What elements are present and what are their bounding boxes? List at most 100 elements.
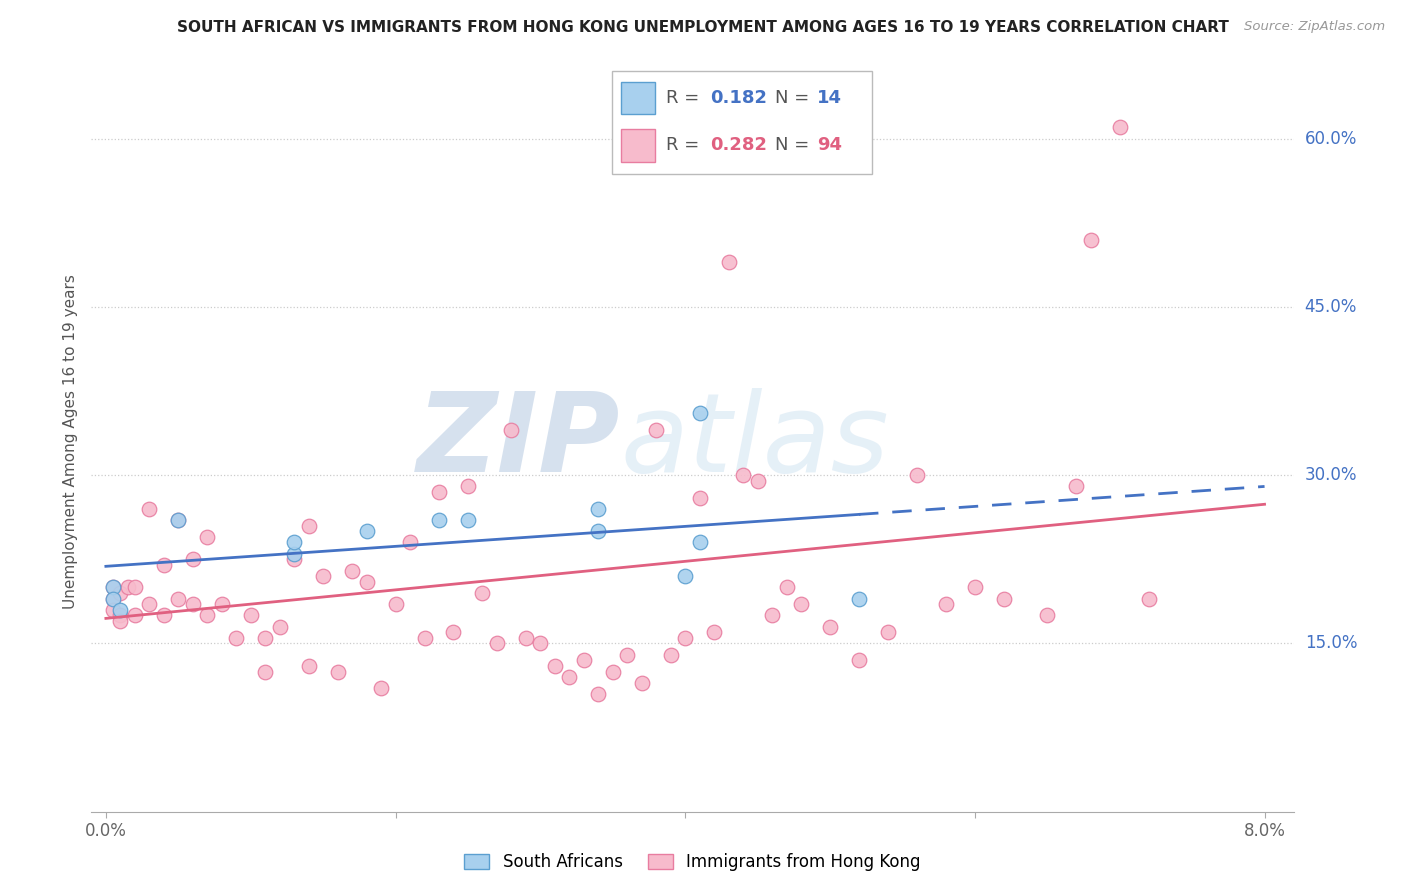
Point [558,670,581,684]
Point [645,423,668,437]
Text: 60.0%: 60.0% [1305,129,1357,148]
Point [167,513,190,527]
Point [181,597,204,611]
Point [485,636,508,650]
Point [427,485,450,500]
Y-axis label: Unemployment Among Ages 16 to 19 years: Unemployment Among Ages 16 to 19 years [63,274,79,609]
Point [457,479,479,493]
Point [195,530,218,544]
Point [471,586,494,600]
Point [1108,120,1130,135]
Point [673,569,696,583]
Point [356,524,378,539]
Point [790,597,813,611]
Point [905,468,928,483]
Point [457,513,479,527]
Point [269,619,291,633]
Point [110,614,132,628]
Point [1064,479,1087,493]
Point [529,636,551,650]
Point [848,591,870,606]
FancyBboxPatch shape [620,128,655,161]
Point [515,631,537,645]
Point [195,608,218,623]
Point [747,474,769,488]
Point [101,580,124,594]
Text: R =: R = [666,136,699,153]
Point [733,468,755,483]
Point [588,524,610,539]
Point [167,513,190,527]
Text: 15.0%: 15.0% [1305,634,1357,652]
Point [544,659,567,673]
Point [689,535,711,549]
Point [588,501,610,516]
Point [153,558,176,572]
Point [101,580,124,594]
Point [101,603,124,617]
Point [254,631,277,645]
Text: N =: N = [776,136,810,153]
Text: 0.182: 0.182 [710,88,768,106]
Point [370,681,392,696]
Point [1137,591,1160,606]
Text: N =: N = [776,88,810,106]
Point [239,608,262,623]
Point [1036,608,1059,623]
Point [659,648,682,662]
Point [963,580,986,594]
Text: atlas: atlas [620,388,889,495]
Point [717,255,740,269]
Point [298,518,321,533]
Point [443,625,465,640]
Text: 45.0%: 45.0% [1305,298,1357,316]
Point [283,535,305,549]
Point [689,491,711,505]
Point [167,591,190,606]
Point [877,625,900,640]
Point [501,423,523,437]
Legend: South Africans, Immigrants from Hong Kong: South Africans, Immigrants from Hong Kon… [458,847,927,878]
Point [101,591,124,606]
Point [761,608,783,623]
Point [572,653,595,667]
Text: 14: 14 [817,88,842,106]
Point [225,631,247,645]
Point [935,597,957,611]
Point [1080,233,1102,247]
Point [110,586,132,600]
Point [124,608,146,623]
FancyBboxPatch shape [612,71,872,174]
Point [254,665,277,679]
Point [110,603,132,617]
Point [689,407,711,421]
Point [117,580,139,594]
Point [138,501,160,516]
Point [818,619,841,633]
Point [298,659,321,673]
Point [326,665,349,679]
Point [110,608,132,623]
Point [427,513,450,527]
Point [138,597,160,611]
Point [775,580,797,594]
Point [602,665,624,679]
Text: 94: 94 [817,136,842,153]
Point [588,687,610,701]
Point [340,564,363,578]
Point [211,597,233,611]
Point [356,574,378,589]
Text: 30.0%: 30.0% [1305,467,1357,484]
Point [124,580,146,594]
Point [630,675,652,690]
Point [703,625,725,640]
Point [616,648,638,662]
Point [283,552,305,566]
Point [384,597,406,611]
FancyBboxPatch shape [620,82,655,114]
Point [312,569,335,583]
Point [413,631,436,645]
Text: Source: ZipAtlas.com: Source: ZipAtlas.com [1244,20,1385,33]
Point [101,591,124,606]
Point [993,591,1015,606]
